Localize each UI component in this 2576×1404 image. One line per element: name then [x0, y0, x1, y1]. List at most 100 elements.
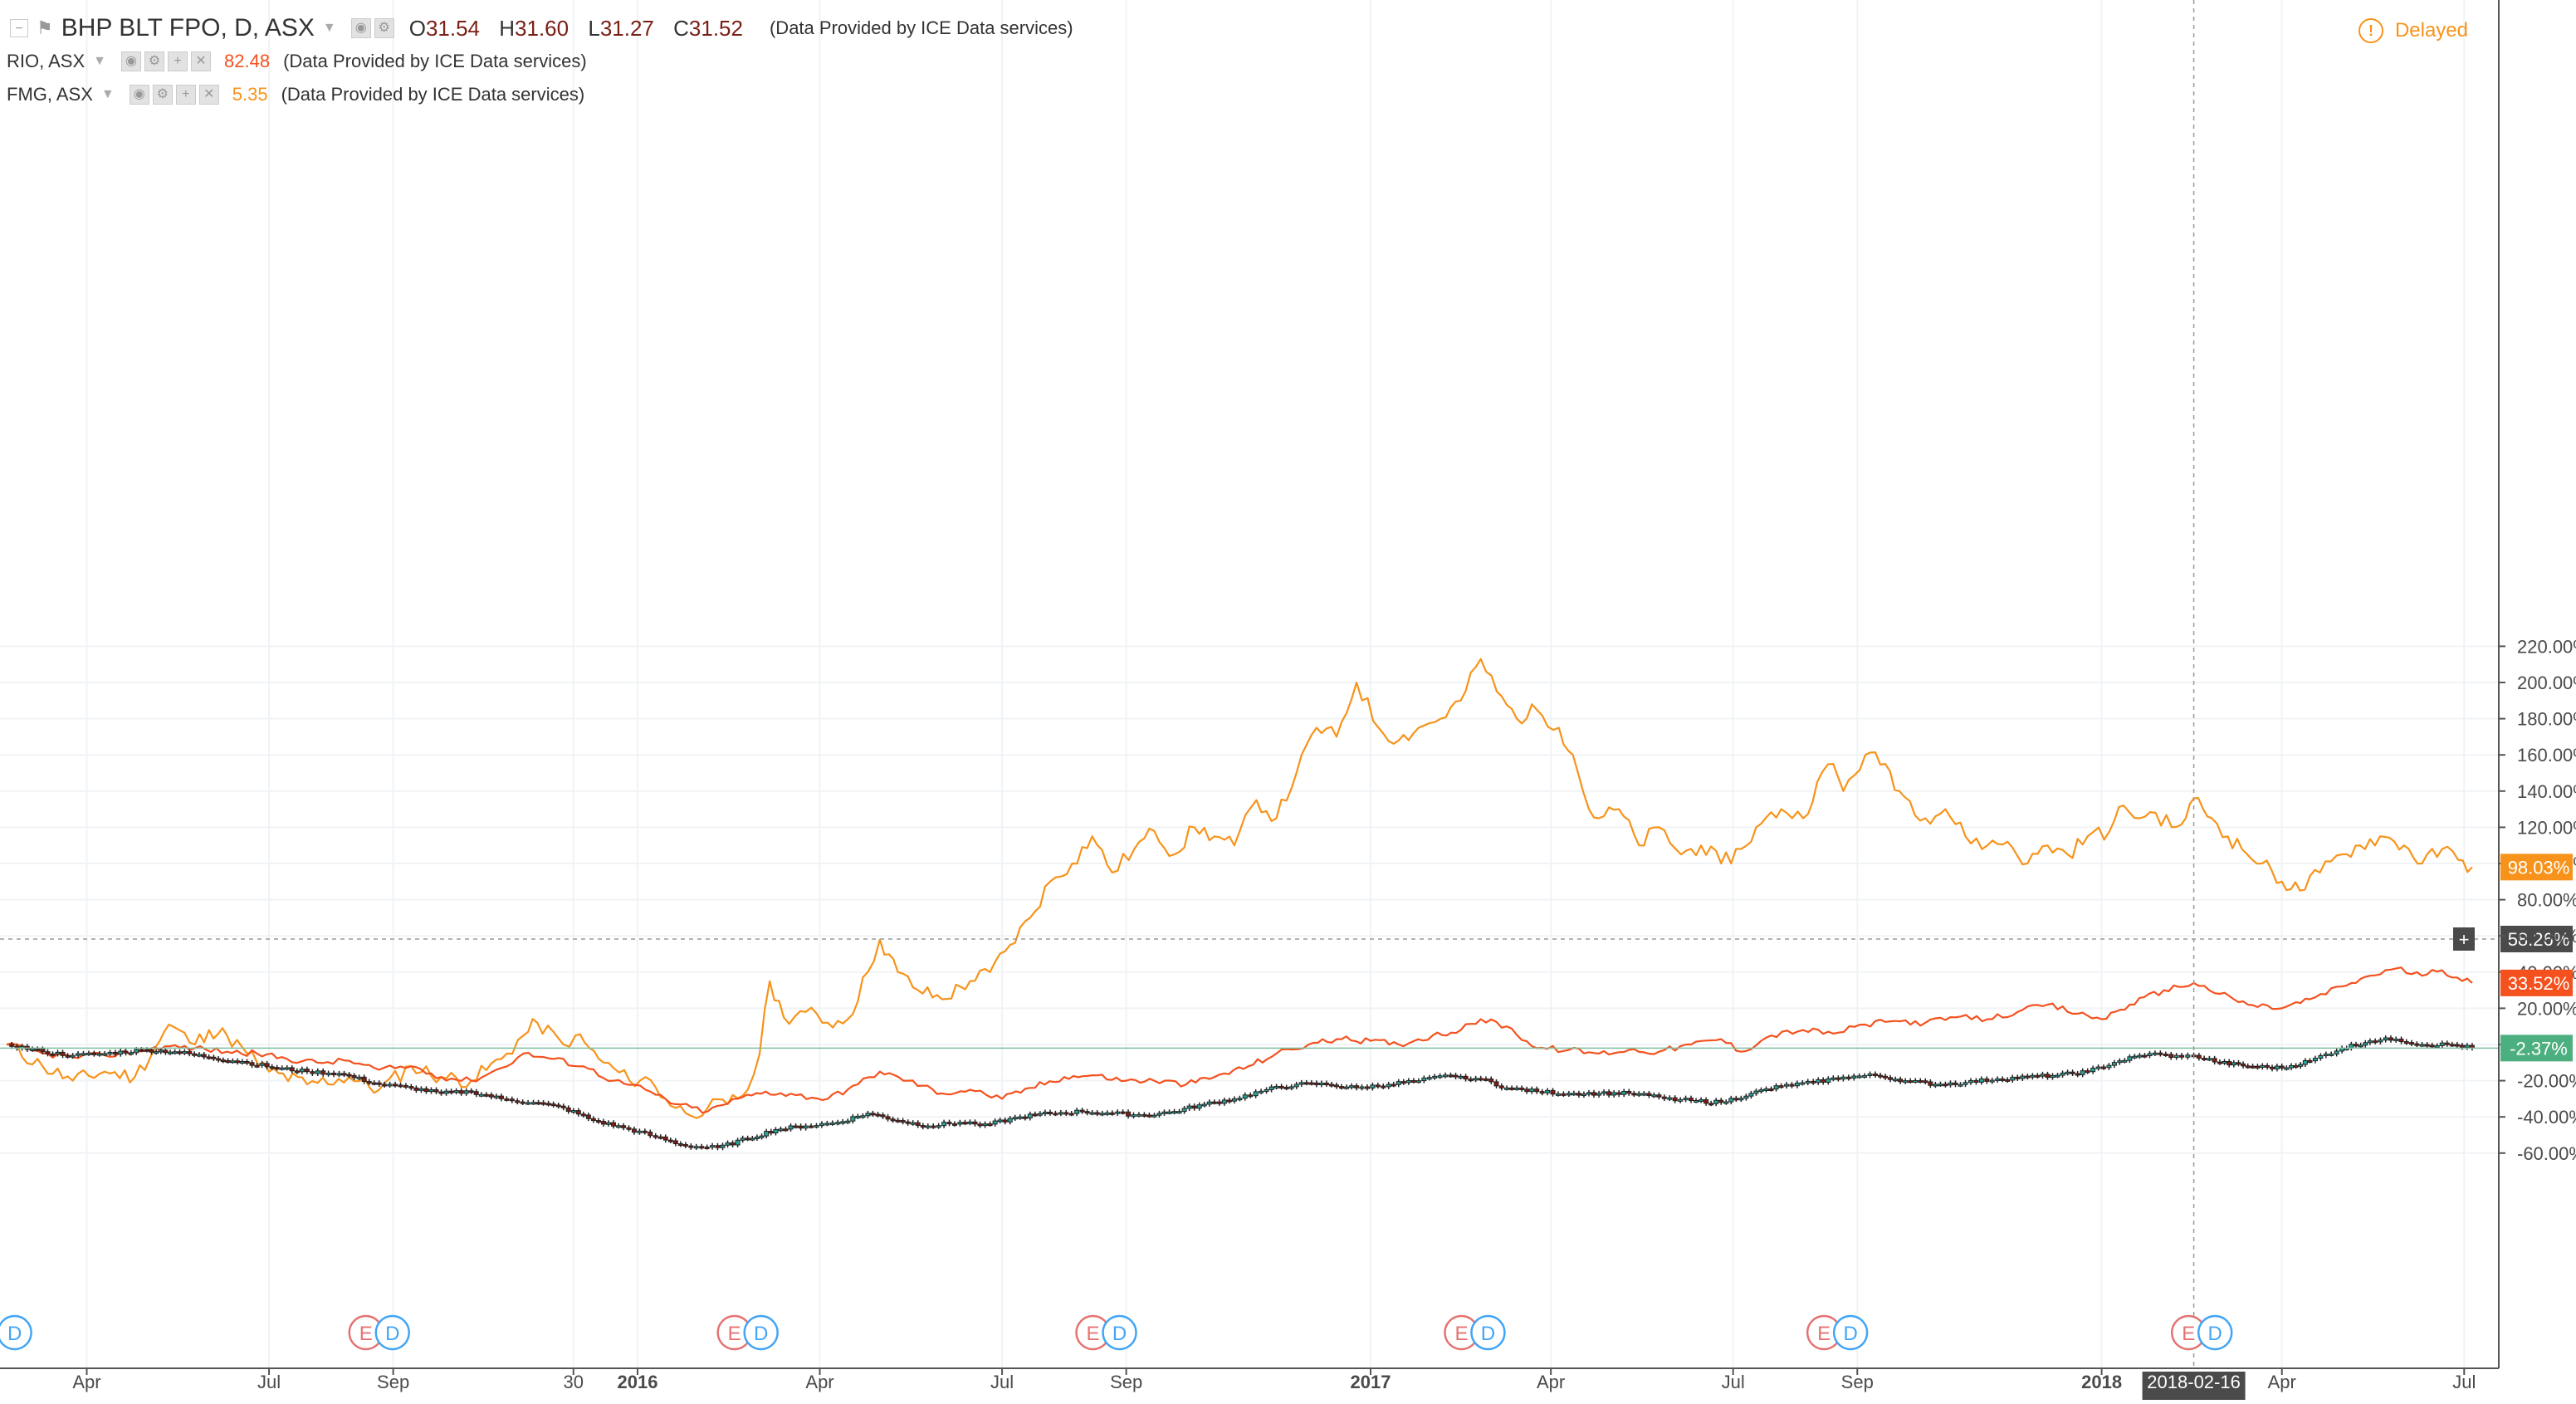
candle [1943, 1084, 1948, 1087]
candle [1161, 1111, 1167, 1114]
eye-icon[interactable]: ◉ [129, 85, 149, 105]
candle [498, 1095, 504, 1099]
candle [2439, 1042, 2445, 1046]
candle [1748, 1093, 1754, 1097]
candle [70, 1054, 76, 1058]
dividend-marker[interactable] [743, 1314, 779, 1351]
candle [520, 1101, 525, 1104]
candle [325, 1072, 331, 1075]
chevron-down-icon[interactable]: ▼ [322, 21, 336, 35]
candle [1862, 1074, 1868, 1078]
candle [1738, 1098, 1744, 1101]
fmg-symbol[interactable]: FMG, ASX [7, 84, 93, 105]
dividend-marker[interactable] [1470, 1314, 1506, 1351]
candle [279, 1067, 285, 1070]
candle [244, 1060, 250, 1064]
candle [2152, 1052, 2158, 1055]
candle [1141, 1113, 1147, 1117]
candle [50, 1053, 56, 1056]
candle [2050, 1074, 2055, 1079]
delayed-indicator[interactable]: ! Delayed [2358, 18, 2468, 43]
candle [1928, 1081, 1933, 1086]
candle [2142, 1054, 2148, 1058]
candle [225, 1059, 231, 1063]
candle [1396, 1081, 1401, 1085]
candle [2030, 1074, 2036, 1078]
candle [123, 1050, 129, 1054]
gear-icon[interactable]: ⚙ [374, 18, 394, 38]
main-symbol[interactable]: BHP BLT FPO, D, ASX [61, 14, 315, 42]
marker-label: D [1112, 1323, 1127, 1345]
marker-label: E [359, 1323, 373, 1345]
candle [657, 1136, 663, 1139]
marker-label: E [1454, 1323, 1468, 1345]
candle [1156, 1113, 1162, 1116]
marker-label: E [1817, 1323, 1831, 1345]
candle [102, 1053, 108, 1056]
candle [648, 1131, 653, 1137]
candle [2323, 1053, 2329, 1056]
candle [2212, 1058, 2217, 1063]
candle [1437, 1075, 1443, 1079]
candle [1131, 1114, 1136, 1118]
candle [2147, 1053, 2153, 1057]
candle [1845, 1076, 1851, 1079]
chevron-down-icon[interactable]: ▼ [100, 87, 115, 101]
candle [294, 1070, 300, 1074]
y-tick-label: 20.00% [2517, 998, 2576, 1019]
close-icon[interactable]: ✕ [191, 51, 211, 71]
dividend-marker[interactable] [2197, 1314, 2233, 1351]
candle [626, 1127, 632, 1130]
dividend-marker[interactable] [0, 1314, 32, 1351]
close-icon[interactable]: ✕ [198, 85, 219, 105]
candle [107, 1051, 113, 1054]
dividend-marker[interactable] [1832, 1314, 1869, 1351]
flag-icon[interactable]: ⚑ [37, 17, 53, 38]
candle [2378, 1040, 2383, 1043]
candle [1611, 1092, 1617, 1096]
gear-icon[interactable]: ⚙ [152, 85, 173, 105]
collapse-icon[interactable]: − [10, 19, 28, 37]
candle [1918, 1079, 1923, 1083]
dividend-marker[interactable] [374, 1314, 410, 1351]
plus-icon[interactable]: + [168, 51, 188, 71]
candle [2398, 1038, 2404, 1043]
candle [177, 1051, 183, 1054]
candle [982, 1123, 988, 1127]
candle [865, 1113, 871, 1117]
candle [504, 1098, 510, 1101]
candle [2373, 1040, 2378, 1044]
candle [1151, 1114, 1157, 1118]
crosshair-value-label: 58.26% [2508, 929, 2570, 950]
candle [488, 1094, 494, 1098]
high-value: 31.60 [515, 15, 569, 41]
candle [2312, 1058, 2318, 1062]
candle [1478, 1078, 1484, 1081]
candle [1995, 1078, 2001, 1081]
series-fmg-line [6, 658, 2473, 1119]
candle [1504, 1087, 1510, 1090]
candle [1007, 1118, 1013, 1123]
candle [2055, 1074, 2060, 1078]
dividend-marker[interactable] [1102, 1314, 1137, 1351]
candle [128, 1052, 134, 1055]
rio-symbol[interactable]: RIO, ASX [7, 51, 86, 71]
candle [1432, 1075, 1438, 1079]
candle [2293, 1064, 2299, 1068]
candle [387, 1084, 393, 1087]
eye-icon[interactable]: ◉ [350, 18, 371, 38]
chevron-down-icon[interactable]: ▼ [93, 54, 106, 68]
gear-icon[interactable]: ⚙ [144, 51, 164, 71]
candle [1037, 1113, 1043, 1116]
candle [1248, 1094, 1254, 1098]
candle [977, 1123, 983, 1127]
plus-icon[interactable]: + [175, 85, 196, 105]
candle [809, 1125, 814, 1128]
candle [1400, 1081, 1406, 1084]
candle [611, 1122, 617, 1127]
candle [382, 1084, 388, 1087]
candle [2414, 1043, 2420, 1046]
eye-icon[interactable]: ◉ [121, 51, 141, 71]
candle [1893, 1079, 1899, 1082]
